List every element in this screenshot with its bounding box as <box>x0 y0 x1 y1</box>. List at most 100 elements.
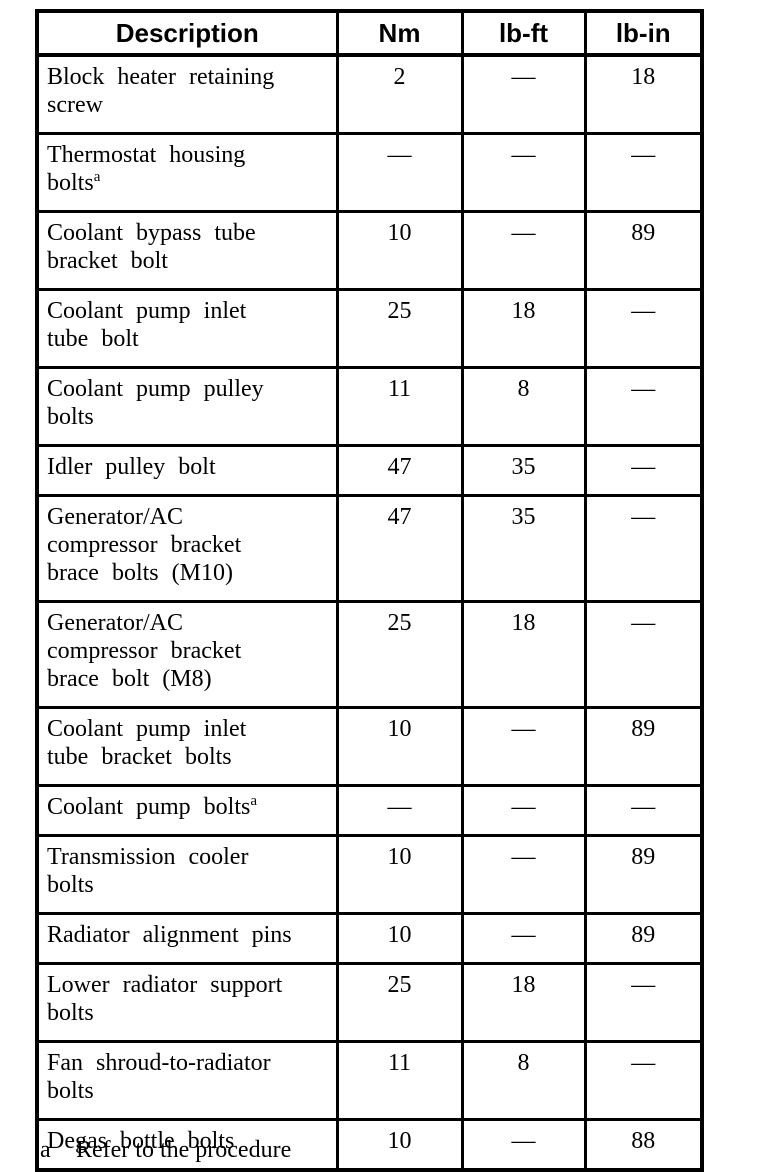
lbin-value: 18 <box>583 53 704 135</box>
row-description: Coolant bypass tube bracket bolt <box>47 220 256 274</box>
table-row: Lower radiator support bolts 25 18 — <box>35 962 704 1043</box>
row-description: Coolant pump inlet tube bolt <box>47 298 247 352</box>
table-header: Description Nm lb-ft lb-in <box>35 9 704 57</box>
lbft-value: — <box>460 53 587 135</box>
description-cell: Coolant pump pulley bolts <box>35 366 339 447</box>
lbin-value: — <box>583 366 704 447</box>
row-description: Fan shroud-to-radiator bolts <box>47 1050 271 1104</box>
lbin-value: 88 <box>583 1118 704 1172</box>
description-cell: Radiator alignment pins <box>35 912 339 965</box>
lbin-value: — <box>583 962 704 1043</box>
footnote-text: Refer to the procedure <box>76 1137 292 1163</box>
description-cell: Coolant bypass tube bracket bolt <box>35 210 339 291</box>
table-row: Transmission cooler bolts 10 — 89 <box>35 834 704 915</box>
column-header-lbft: lb-ft <box>460 9 587 57</box>
lbin-value: 89 <box>583 834 704 915</box>
table-row: Fan shroud-to-radiator bolts 11 8 — <box>35 1040 704 1121</box>
description-cell: Coolant pump inlet tube bolt <box>35 288 339 369</box>
nm-value: 10 <box>335 706 464 787</box>
column-header-description: Description <box>35 9 339 57</box>
torque-spec-table: Description Nm lb-ft lb-in Block heater … <box>35 9 704 1172</box>
lbft-value: — <box>460 706 587 787</box>
row-description: Lower radiator support bolts <box>47 972 283 1026</box>
description-cell: Transmission cooler bolts <box>35 834 339 915</box>
row-description: Degas bottle bolts <box>47 1128 235 1154</box>
table-row: Generator/AC compressor bracket brace bo… <box>35 600 704 709</box>
table-row: Degas bottle bolts 10 — 88 <box>35 1118 704 1172</box>
lbft-value: — <box>460 912 587 965</box>
table-row: Generator/AC compressor bracket brace bo… <box>35 494 704 603</box>
lbft-value: — <box>460 784 587 837</box>
lbft-value: — <box>460 210 587 291</box>
row-description: Thermostat housing bolts <box>47 142 246 196</box>
description-cell: Block heater retaining screw <box>35 53 339 135</box>
lbin-value: — <box>583 444 704 497</box>
nm-value: — <box>335 132 464 213</box>
description-cell: Thermostat housing boltsa <box>35 132 339 213</box>
table-body: Block heater retaining screw 2 — 18 Ther… <box>35 53 704 1172</box>
table-row: Coolant pump inlet tube bolt 25 18 — <box>35 288 704 369</box>
nm-value: 47 <box>335 444 464 497</box>
nm-value: 10 <box>335 210 464 291</box>
lbft-value: — <box>460 1118 587 1172</box>
lbft-value: 8 <box>460 1040 587 1121</box>
footnote: a Refer to the procedure <box>40 1136 291 1164</box>
lbin-value: — <box>583 1040 704 1121</box>
footnote-marker: a <box>40 1137 51 1163</box>
table-row: Coolant bypass tube bracket bolt 10 — 89 <box>35 210 704 291</box>
row-description: Coolant pump inlet tube bracket bolts <box>47 716 247 770</box>
description-cell: Coolant pump boltsa <box>35 784 339 837</box>
row-description: Idler pulley bolt <box>47 454 216 480</box>
description-cell: Generator/AC compressor bracket brace bo… <box>35 494 339 603</box>
nm-value: 10 <box>335 1118 464 1172</box>
lbin-value: — <box>583 600 704 709</box>
table-row: Block heater retaining screw 2 — 18 <box>35 53 704 135</box>
description-cell: Fan shroud-to-radiator bolts <box>35 1040 339 1121</box>
table-row: Coolant pump boltsa — — — <box>35 784 704 837</box>
nm-value: 2 <box>335 53 464 135</box>
lbin-value: — <box>583 132 704 213</box>
description-cell: Coolant pump inlet tube bracket bolts <box>35 706 339 787</box>
lbft-value: 35 <box>460 444 587 497</box>
nm-value: — <box>335 784 464 837</box>
nm-value: 10 <box>335 834 464 915</box>
lbin-value: — <box>583 494 704 603</box>
lbin-value: 89 <box>583 210 704 291</box>
column-header-nm: Nm <box>335 9 464 57</box>
table-row: Coolant pump inlet tube bracket bolts 10… <box>35 706 704 787</box>
lbin-value: 89 <box>583 706 704 787</box>
table-row: Coolant pump pulley bolts 11 8 — <box>35 366 704 447</box>
table-row: Radiator alignment pins 10 — 89 <box>35 912 704 965</box>
lbin-value: — <box>583 288 704 369</box>
nm-value: 25 <box>335 600 464 709</box>
description-cell: Generator/AC compressor bracket brace bo… <box>35 600 339 709</box>
description-cell: Lower radiator support bolts <box>35 962 339 1043</box>
lbft-value: 8 <box>460 366 587 447</box>
column-header-lbin: lb-in <box>583 9 704 57</box>
row-description: Generator/AC compressor bracket brace bo… <box>47 610 242 692</box>
header-row: Description Nm lb-ft lb-in <box>35 9 704 57</box>
row-description: Coolant pump bolts <box>47 794 251 820</box>
row-description: Radiator alignment pins <box>47 922 292 948</box>
lbft-value: 18 <box>460 288 587 369</box>
row-description: Generator/AC compressor bracket brace bo… <box>47 504 242 586</box>
nm-value: 47 <box>335 494 464 603</box>
lbin-value: 89 <box>583 912 704 965</box>
nm-value: 25 <box>335 288 464 369</box>
lbin-value: — <box>583 784 704 837</box>
nm-value: 11 <box>335 1040 464 1121</box>
table-row: Idler pulley bolt 47 35 — <box>35 444 704 497</box>
description-cell: Degas bottle bolts <box>35 1118 339 1172</box>
nm-value: 11 <box>335 366 464 447</box>
nm-value: 25 <box>335 962 464 1043</box>
lbft-value: 18 <box>460 962 587 1043</box>
description-cell: Idler pulley bolt <box>35 444 339 497</box>
nm-value: 10 <box>335 912 464 965</box>
row-description: Block heater retaining screw <box>47 64 275 118</box>
table-row: Thermostat housing boltsa — — — <box>35 132 704 213</box>
footnote-marker-superscript: a <box>93 169 101 185</box>
footnote-marker-superscript: a <box>250 793 258 809</box>
lbft-value: 35 <box>460 494 587 603</box>
row-description: Coolant pump pulley bolts <box>47 376 264 430</box>
